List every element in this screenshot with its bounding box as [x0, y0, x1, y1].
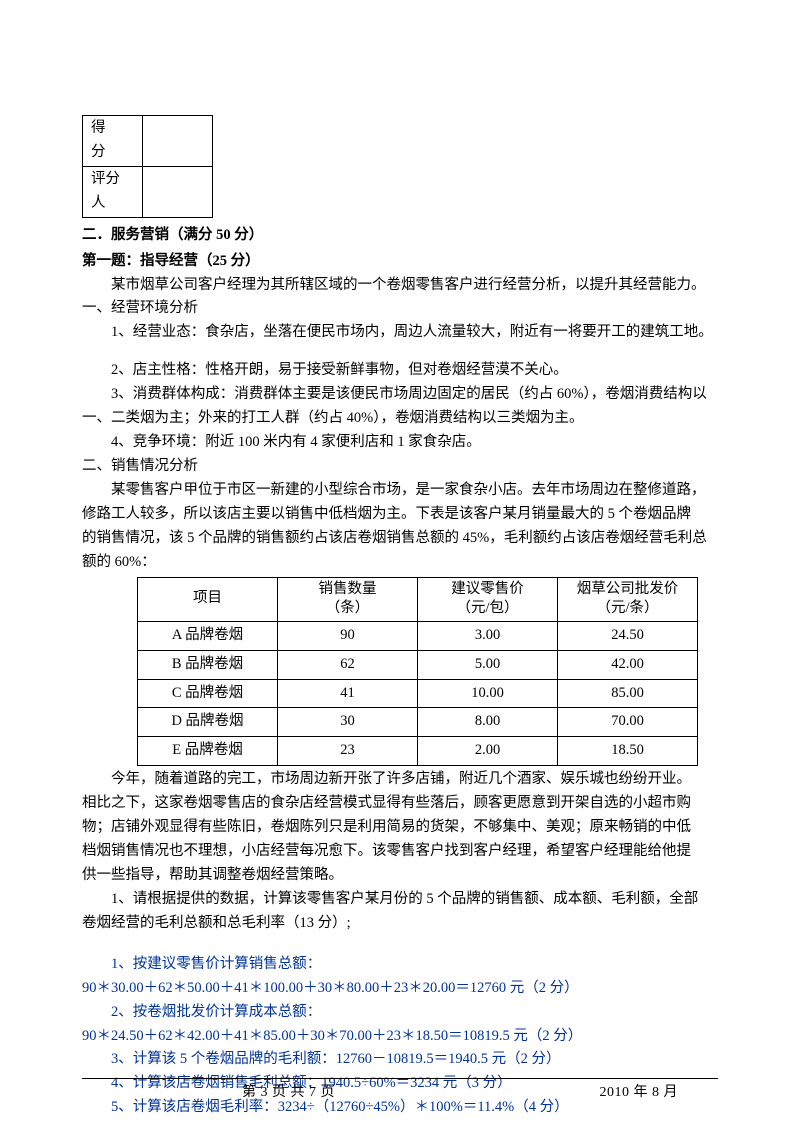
section-title: 二．服务营销（满分 50 分）	[82, 224, 718, 248]
table-row: E 品牌卷烟232.0018.50	[138, 737, 698, 766]
th-wholesale: 烟草公司批发价（元/条）	[558, 577, 698, 621]
env-item-3a: 3、消费群体构成：消费群体主要是该便民市场周边固定的居民（约占 60%），卷烟消…	[82, 383, 718, 407]
context-para-b: 相比之下，这家卷烟零售店的食杂店经营模式显得有些落后，顾客更愿意到开架自选的小超…	[82, 792, 718, 816]
question-1b: 卷烟经营的毛利总额和总毛利率（13 分）;	[82, 912, 718, 936]
page-date: 2010 年 8 月	[600, 1081, 679, 1104]
subheading-1: 一、经营环境分析	[82, 297, 718, 321]
sales-para-b: 修路工人较多，所以该店主要以销售中低档烟为主。下表是该客户某月销量最大的 5 个…	[82, 503, 718, 527]
page-footer: 第 3 页 共 7 页 2010 年 8 月	[82, 1078, 718, 1104]
answer-1-label: 1、按建议零售价计算销售总额：	[82, 953, 718, 977]
context-para-d: 档烟销售情况也不理想，小店经营每况愈下。该零售客户找到客户经理，希望客户经理能给…	[82, 840, 718, 864]
page-number: 第 3 页 共 7 页	[242, 1081, 335, 1104]
grader-value	[143, 166, 213, 217]
table-row: D 品牌卷烟308.0070.00	[138, 708, 698, 737]
question-title: 第一题：指导经营（25 分）	[82, 250, 718, 274]
th-qty: 销售数量（条）	[278, 577, 418, 621]
answer-2-label: 2、按卷烟批发价计算成本总额：	[82, 1001, 718, 1025]
context-para-a: 今年，随着道路的完工，市场周边新开张了许多店铺，附近几个酒家、娱乐城也纷纷开业。	[82, 768, 718, 792]
th-item: 项目	[138, 577, 278, 621]
sales-para-d: 额的 60%：	[82, 551, 718, 575]
table-row: B 品牌卷烟625.0042.00	[138, 650, 698, 679]
subheading-2: 二、销售情况分析	[82, 455, 718, 479]
answer-2-calc: 90＊24.50＋62＊42.00＋41＊85.00＋30＊70.00＋23＊1…	[82, 1025, 718, 1049]
sales-para-c: 的销售情况，该 5 个品牌的销售额约占该店卷烟销售总额的 45%，毛利额约占该店…	[82, 527, 718, 551]
env-item-1: 1、经营业态：食杂店，坐落在便民市场内，周边人流量较大，附近有一将要开工的建筑工…	[82, 321, 718, 345]
score-value	[143, 116, 213, 167]
env-item-2: 2、店主性格：性格开朗，易于接受新鲜事物，但对卷烟经营漠不关心。	[82, 359, 718, 383]
env-item-3b: 一、二类烟为主；外来的打工人群（约占 40%），卷烟消费结构以三类烟为主。	[82, 407, 718, 431]
env-item-4: 4、竞争环境：附近 100 米内有 4 家便利店和 1 家食杂店。	[82, 431, 718, 455]
answer-1-calc: 90＊30.00＋62＊50.00＋41＊100.00＋30＊80.00＋23＊…	[82, 977, 718, 1001]
grader-label: 评分人	[83, 166, 143, 217]
score-label: 得 分	[83, 116, 143, 167]
sales-para-a: 某零售客户甲位于市区一新建的小型综合市场，是一家食杂小店。去年市场周边在整修道路…	[82, 479, 718, 503]
table-row: A 品牌卷烟903.0024.50	[138, 621, 698, 650]
brand-sales-table: 项目 销售数量（条） 建议零售价（元/包） 烟草公司批发价（元/条） A 品牌卷…	[137, 577, 698, 767]
context-para-c: 物；店铺外观显得有些陈旧，卷烟陈列只是利用简易的货架，不够集中、美观；原来畅销的…	[82, 816, 718, 840]
th-price: 建议零售价（元/包）	[418, 577, 558, 621]
question-1: 1、请根据提供的数据，计算该零售客户某月份的 5 个品牌的销售额、成本额、毛利额…	[82, 888, 718, 912]
table-row: C 品牌卷烟4110.0085.00	[138, 679, 698, 708]
context-para-e: 供一些指导，帮助其调整卷烟经营策略。	[82, 864, 718, 888]
score-box-table: 得 分 评分人	[82, 115, 213, 218]
answer-3: 3、计算该 5 个卷烟品牌的毛利额：12760－10819.5＝1940.5 元…	[82, 1048, 718, 1072]
intro-paragraph: 某市烟草公司客户经理为其所辖区域的一个卷烟零售客户进行经营分析，以提升其经营能力…	[82, 274, 718, 298]
